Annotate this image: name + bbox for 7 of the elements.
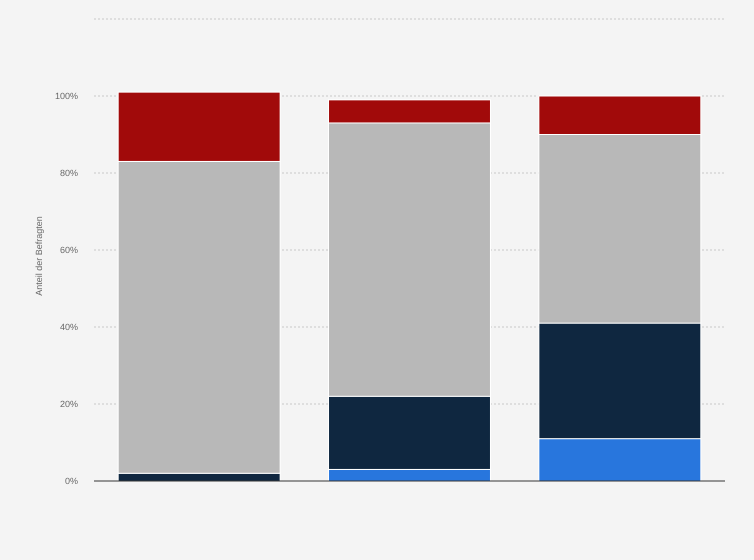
- y-tick-label: 80%: [60, 168, 78, 178]
- y-tick-label: 40%: [60, 322, 78, 332]
- y-tick-label: 100%: [54, 91, 78, 102]
- y-tick-label: 20%: [60, 399, 78, 410]
- y-tick-label: 0%: [64, 476, 78, 486]
- y-axis-title: Anteil der Befragten: [34, 216, 44, 296]
- y-tick-label: 60%: [60, 245, 78, 256]
